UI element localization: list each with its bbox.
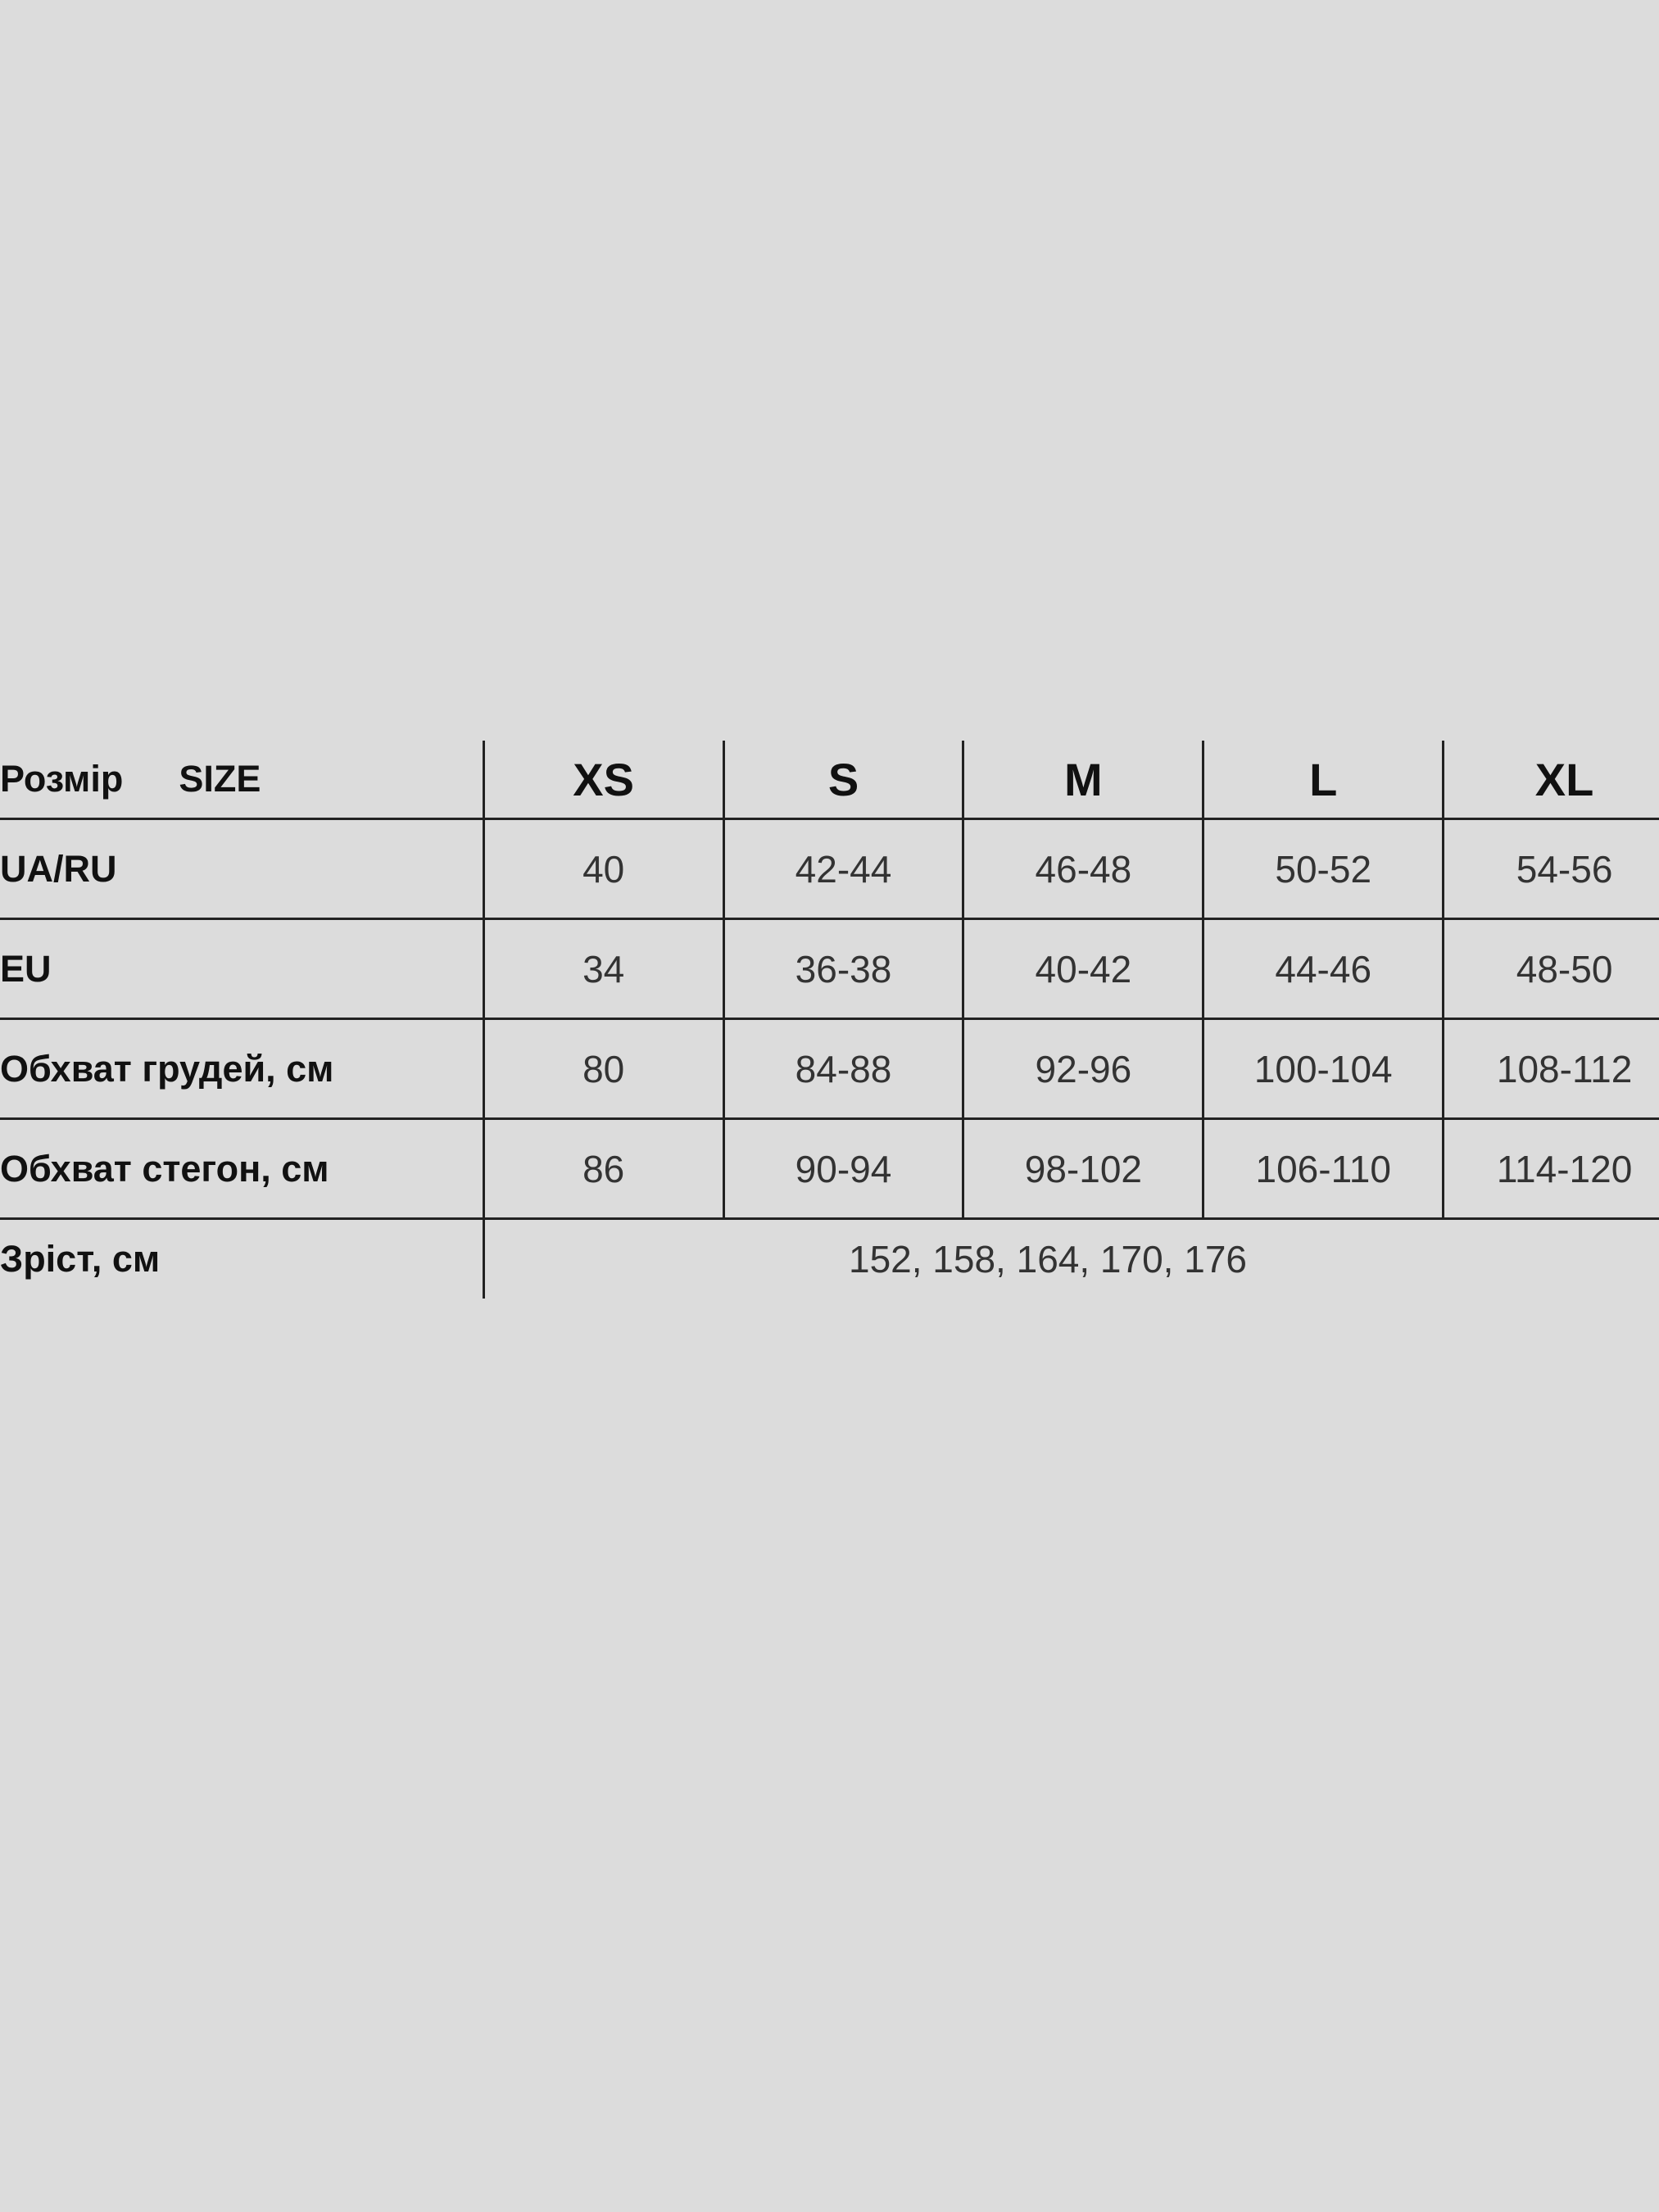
header-size-xl: XL bbox=[1534, 753, 1594, 805]
table-cell: 34 bbox=[485, 920, 725, 1018]
table-cell: 92-96 bbox=[964, 1020, 1205, 1117]
table-cell: 44-46 bbox=[1204, 920, 1445, 1018]
table-cell: 108-112 bbox=[1496, 1047, 1633, 1090]
table-row-height: Зріст, см 152, 158, 164, 170, 176 bbox=[0, 1220, 1659, 1299]
header-size-xs: XS bbox=[485, 741, 725, 818]
table-row-chest: Обхват грудей, см 80 84-88 92-96 100-104… bbox=[0, 1020, 1659, 1120]
row-label: Обхват стегон, см bbox=[0, 1120, 485, 1217]
table-cell: 100-104 bbox=[1204, 1020, 1445, 1117]
table-cell: 80 bbox=[485, 1020, 725, 1117]
row-label: EU bbox=[0, 920, 485, 1018]
table-row-hips: Обхват стегон, см 86 90-94 98-102 106-11… bbox=[0, 1120, 1659, 1220]
table-cell: 40-42 bbox=[964, 920, 1205, 1018]
table-cell: 86 bbox=[485, 1120, 725, 1217]
table-cell: 46-48 bbox=[964, 820, 1205, 918]
size-chart-table: Розмір SIZE XS S M L XL UA/RU 40 42-44 4… bbox=[0, 741, 1659, 1299]
row-label: Зріст, см bbox=[0, 1220, 485, 1299]
header-label: Розмір SIZE bbox=[0, 741, 485, 818]
height-values: 152, 158, 164, 170, 176 bbox=[849, 1238, 1247, 1281]
header-size-s: S bbox=[725, 741, 965, 818]
row-label: UA/RU bbox=[0, 820, 485, 918]
table-cell: 98-102 bbox=[964, 1120, 1205, 1217]
row-label: Обхват грудей, см bbox=[0, 1020, 485, 1117]
table-cell: 36-38 bbox=[725, 920, 965, 1018]
header-size-m: M bbox=[964, 741, 1205, 818]
table-cell: 106-110 bbox=[1204, 1120, 1445, 1217]
table-cell: 50-52 bbox=[1204, 820, 1445, 918]
table-cell: 40 bbox=[485, 820, 725, 918]
table-row-eu: EU 34 36-38 40-42 44-46 48-50 bbox=[0, 920, 1659, 1020]
size-label-ua: Розмір bbox=[0, 758, 124, 800]
table-cell: 54-56 bbox=[1516, 847, 1613, 891]
table-cell: 42-44 bbox=[725, 820, 965, 918]
header-size-l: L bbox=[1204, 741, 1445, 818]
table-row-ua-ru: UA/RU 40 42-44 46-48 50-52 54-56 bbox=[0, 820, 1659, 920]
table-cell: 48-50 bbox=[1516, 947, 1613, 990]
table-header-row: Розмір SIZE XS S M L XL bbox=[0, 741, 1659, 820]
table-cell: 114-120 bbox=[1496, 1147, 1633, 1190]
size-label-en: SIZE bbox=[179, 758, 261, 800]
table-cell: 84-88 bbox=[725, 1020, 965, 1117]
table-cell: 90-94 bbox=[725, 1120, 965, 1217]
